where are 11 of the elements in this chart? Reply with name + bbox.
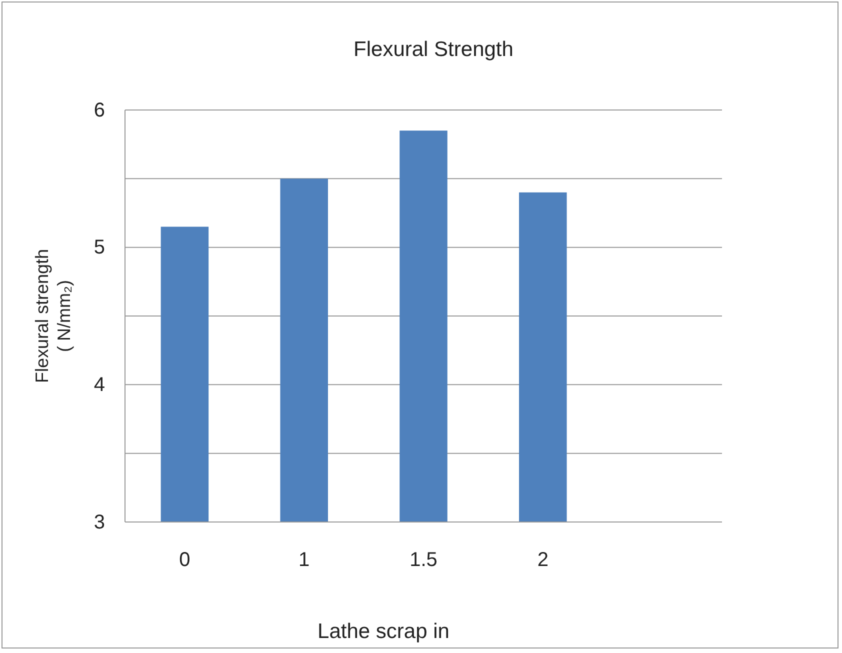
y-axis-title: Flexural strength ( N/mm₂) bbox=[32, 248, 74, 384]
x-axis-title: Lathe scrap in bbox=[318, 620, 450, 643]
y-tick-label: 6 bbox=[94, 99, 105, 122]
y-tick-label: 3 bbox=[94, 511, 105, 534]
x-tick-label: 1.5 bbox=[410, 549, 438, 572]
chart-title: Flexural Strength bbox=[354, 38, 514, 61]
x-tick-label: 2 bbox=[537, 549, 548, 572]
x-tick-label: 0 bbox=[179, 549, 190, 572]
y-tick-label: 4 bbox=[94, 374, 105, 396]
x-tick-label: 1 bbox=[298, 549, 310, 572]
y-tick-label: 5 bbox=[94, 236, 105, 259]
